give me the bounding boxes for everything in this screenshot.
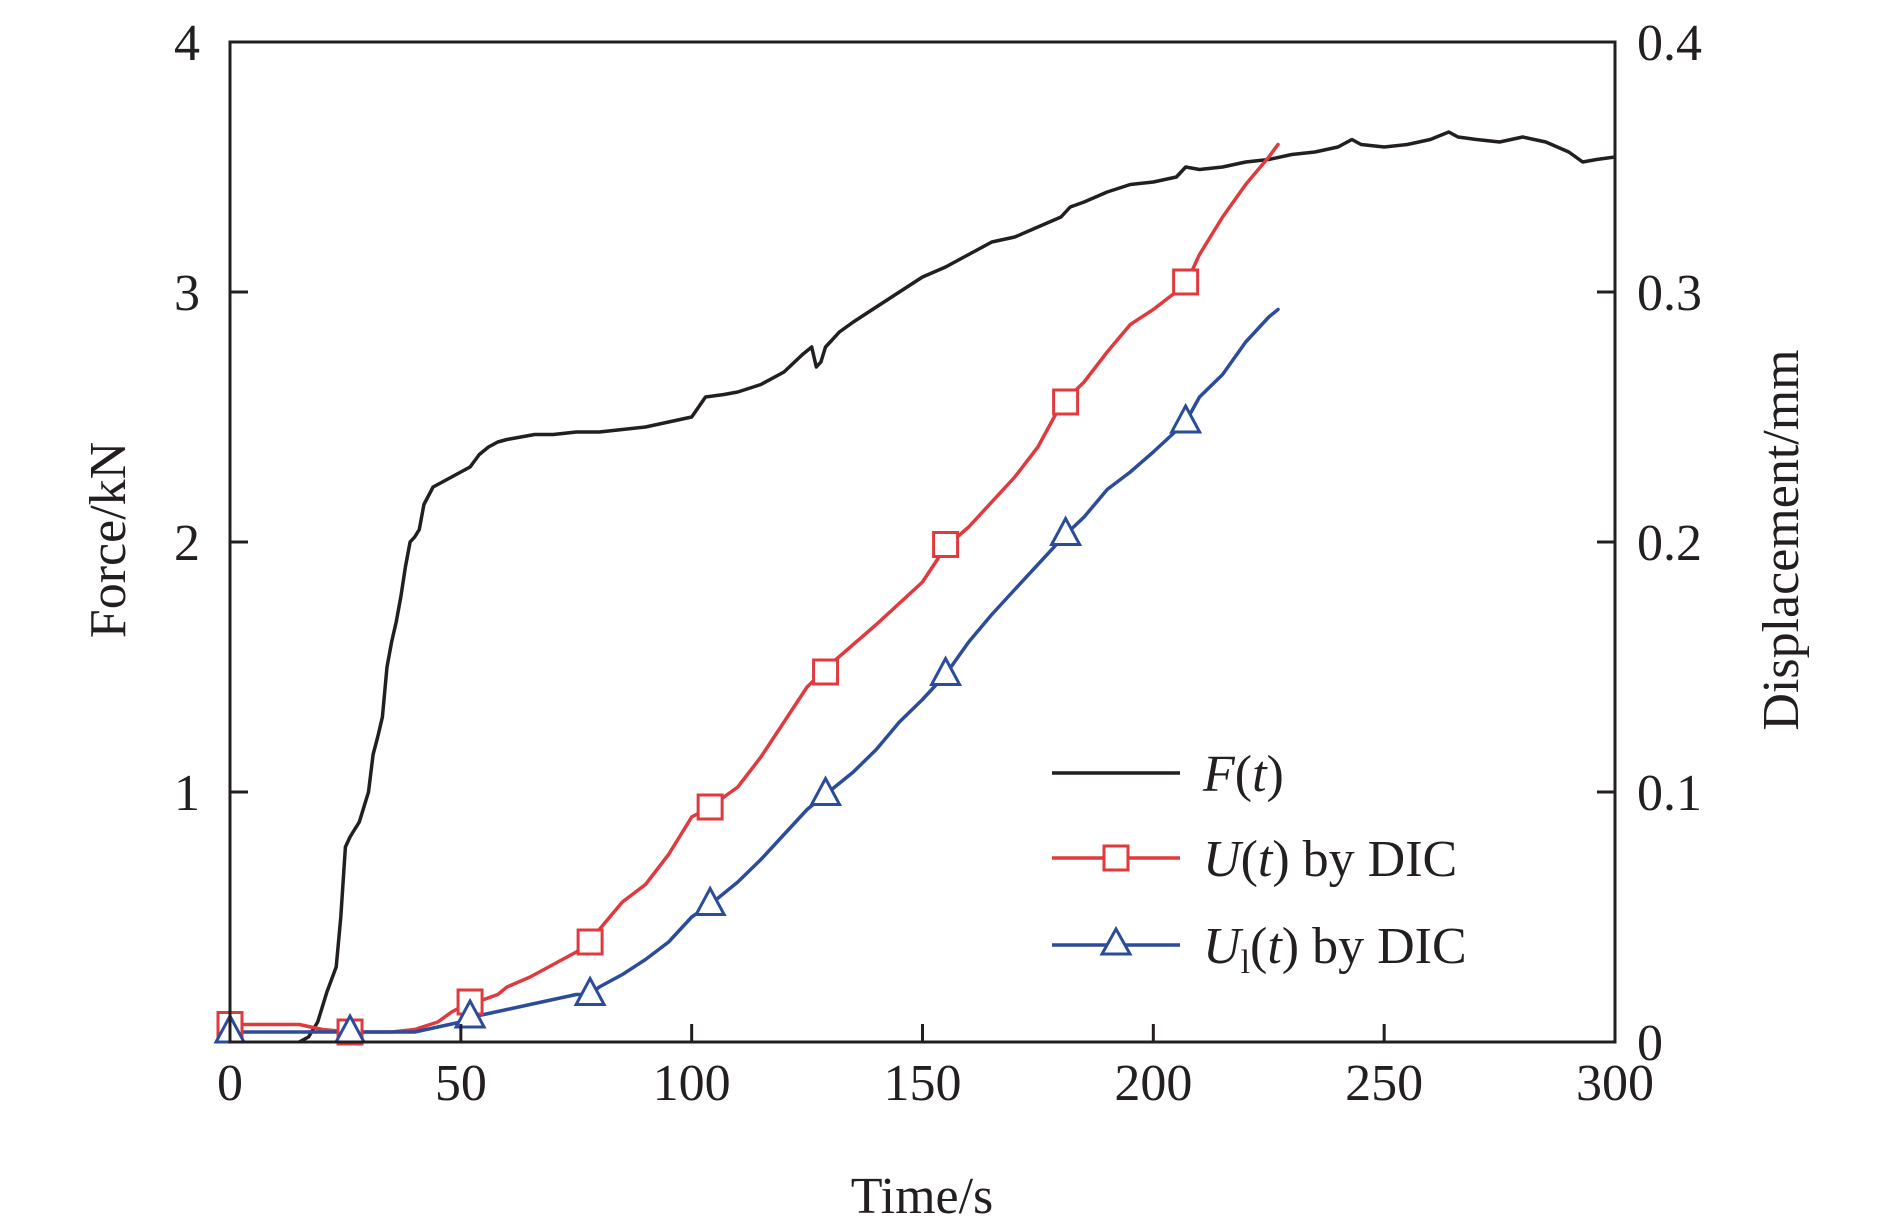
marker-square <box>812 658 840 686</box>
marker-triangle <box>809 775 843 806</box>
y-right-tick-label: 0.2 <box>1637 515 1702 572</box>
marker-square <box>932 531 960 558</box>
marker-triangle <box>1169 402 1203 434</box>
legend-u1-var: t <box>1267 918 1283 975</box>
y-right-tick-label: 0 <box>1637 1015 1663 1072</box>
marker-square <box>696 793 724 821</box>
marker-triangle <box>929 655 963 686</box>
x-tick-label: 50 <box>435 1055 487 1112</box>
legend-u-close: ) <box>1272 831 1289 888</box>
legend-u1-close: ) <box>1282 918 1299 975</box>
legend-u-open: ( <box>1241 831 1258 888</box>
series-lines <box>230 130 1615 1042</box>
legend-force-open: ( <box>1235 746 1252 803</box>
x-tick-label: 200 <box>1114 1055 1192 1112</box>
legend-marker-u1 <box>1099 925 1133 956</box>
legend-u1-tail: by DIC <box>1299 918 1467 975</box>
y-left-tick-label: 4 <box>174 15 200 72</box>
series-line-1 <box>230 142 1280 1034</box>
legend-force-close: ) <box>1267 746 1284 803</box>
legend-label-u: U(t) by DIC <box>1203 831 1457 888</box>
x-tick-label: 0 <box>217 1055 243 1112</box>
y-axis-right-title: Displacement/mm <box>1753 349 1810 730</box>
x-tick-label: 100 <box>653 1055 731 1112</box>
legend-u-var: t <box>1258 831 1274 888</box>
legend-label-force: F(t) <box>1202 746 1284 803</box>
legend-force-var: t <box>1252 746 1268 803</box>
legend-u-tail: by DIC <box>1290 831 1458 888</box>
y-left-tick-label: 1 <box>174 765 200 822</box>
legend-u-symbol: U <box>1203 831 1244 888</box>
marker-square <box>1052 388 1080 416</box>
marker-triangle <box>693 885 727 916</box>
marker-triangle <box>1049 515 1083 546</box>
legend-u1-open: ( <box>1250 918 1267 975</box>
marker-triangle <box>573 975 607 1006</box>
x-tick-label: 150 <box>884 1055 962 1112</box>
legend-force-symbol: F <box>1202 746 1236 803</box>
x-tick-label: 250 <box>1345 1055 1423 1112</box>
legend-label-u1: Ul(t) by DIC <box>1203 918 1467 981</box>
series-line-0 <box>295 130 1615 1042</box>
marker-triangle <box>453 997 487 1029</box>
x-tick-label: 300 <box>1576 1055 1654 1112</box>
legend-u1-symbol: U <box>1203 918 1244 975</box>
y-axis-left-title: Force/kN <box>80 442 137 638</box>
y-right-tick-label: 0.3 <box>1637 265 1702 322</box>
y-left-tick-label: 3 <box>174 265 200 322</box>
y-right-tick-label: 0.1 <box>1637 765 1702 822</box>
marker-square <box>576 928 604 956</box>
legend-marker-u <box>1102 844 1130 872</box>
x-axis-title: Time/s <box>851 1168 994 1225</box>
legend-u1-subscript: l <box>1241 944 1250 981</box>
legend: F(t) U(t) by DIC Ul(t) by DIC <box>1052 746 1467 981</box>
y-left-tick-label: 2 <box>174 515 200 572</box>
y-right-tick-label: 0.4 <box>1637 15 1702 72</box>
plot-series <box>213 130 1615 1046</box>
axis-ticks: 0 50 100 150 200 250 300 1 2 3 4 0 0.1 0.2 0.3 0.4 <box>174 15 1702 1112</box>
marker-square <box>1172 268 1200 296</box>
series-markers <box>213 268 1203 1046</box>
plot-frame <box>228 40 1617 1044</box>
